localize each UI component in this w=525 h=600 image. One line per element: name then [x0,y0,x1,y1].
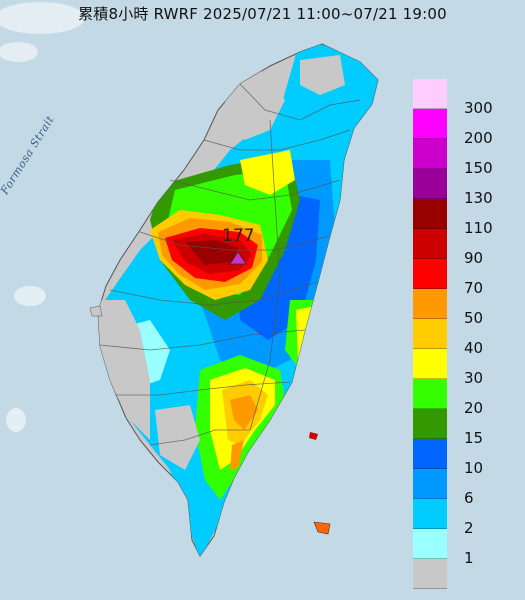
legend-swatch [413,319,447,349]
legend-swatch [413,199,447,229]
orchid-island [313,521,331,535]
legend-label: 1 [464,549,474,567]
legend-swatch [413,109,447,139]
legend-label: 130 [464,189,493,207]
legend-label: 50 [464,309,484,327]
max-rainfall-marker [229,251,247,265]
legend-swatch [413,469,447,499]
legend-swatch [413,499,447,529]
legend-swatch [413,379,447,409]
legend-swatch [413,169,447,199]
legend-label: 200 [464,129,493,147]
penghu-island [89,305,103,317]
legend-swatch [413,409,447,439]
precipitation-field [98,44,378,556]
map-title: 累積8小時 RWRF 2025/07/21 11:00~07/21 19:00 [78,5,447,23]
legend-label: 15 [464,429,484,447]
max-rainfall-label: 177 [222,226,255,246]
legend-label: 150 [464,159,493,177]
legend-label: 70 [464,279,484,297]
legend-label: 20 [464,399,484,417]
legend-label: 110 [464,219,493,237]
county-boundaries [99,83,361,446]
legend-swatch [413,229,447,259]
legend-swatch [413,349,447,379]
legend-swatch [413,289,447,319]
legend-swatch [413,79,447,109]
legend-label: 6 [464,489,474,507]
legend-swatch [413,559,447,589]
legend-swatch [413,439,447,469]
legend-swatch [413,139,447,169]
legend-label: 2 [464,519,474,537]
legend-swatch [413,529,447,559]
legend-label: 300 [464,99,493,117]
legend-swatch [413,259,447,289]
green-island [309,432,318,440]
legend-label: 30 [464,369,484,387]
legend-label: 10 [464,459,484,477]
legend-label: 40 [464,339,484,357]
legend-label: 90 [464,249,484,267]
